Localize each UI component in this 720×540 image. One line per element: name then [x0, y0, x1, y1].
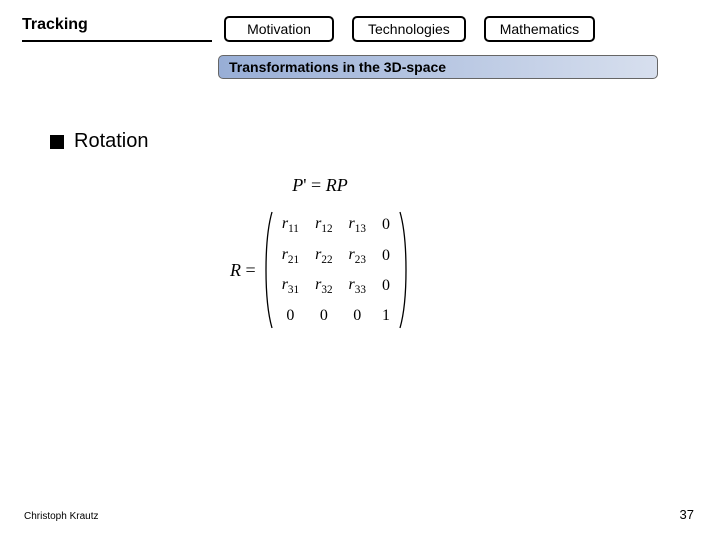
footer-page-number: 37 — [680, 507, 694, 522]
table-row: r31r32r330 — [274, 271, 398, 302]
matrix-lhs: R = — [230, 260, 256, 281]
tab-motivation[interactable]: Motivation — [224, 16, 334, 42]
formula-area: P' = RP R = r11r12r130 r21r22r230 — [170, 175, 470, 330]
subtitle-bar: Transformations in the 3D-space — [218, 55, 658, 79]
rparen-icon — [398, 210, 410, 330]
bullet-text: Rotation — [74, 130, 149, 153]
page-title: Tracking — [22, 16, 212, 42]
tab-mathematics[interactable]: Mathematics — [484, 16, 595, 42]
tab-technologies[interactable]: Technologies — [352, 16, 466, 42]
bullet-item: Rotation — [50, 130, 650, 153]
table-row: 0001 — [274, 302, 398, 330]
footer-author: Christoph Krautz — [24, 511, 98, 522]
lparen-icon — [262, 210, 274, 330]
content-area: Rotation — [50, 130, 650, 153]
tab-bar: Motivation Technologies Mathematics — [224, 16, 595, 42]
matrix: r11r12r130 r21r22r230 r31r32r330 0001 — [262, 210, 410, 330]
equation-line: P' = RP — [170, 175, 470, 196]
header-row: Tracking Motivation Technologies Mathema… — [0, 10, 720, 42]
matrix-table: r11r12r130 r21r22r230 r31r32r330 0001 — [274, 210, 398, 330]
square-bullet-icon — [50, 135, 64, 149]
slide: Tracking Motivation Technologies Mathema… — [0, 0, 720, 540]
matrix-equation: R = r11r12r130 r21r22r230 r31r32r — [170, 210, 470, 330]
table-row: r11r12r130 — [274, 210, 398, 241]
table-row: r21r22r230 — [274, 241, 398, 272]
